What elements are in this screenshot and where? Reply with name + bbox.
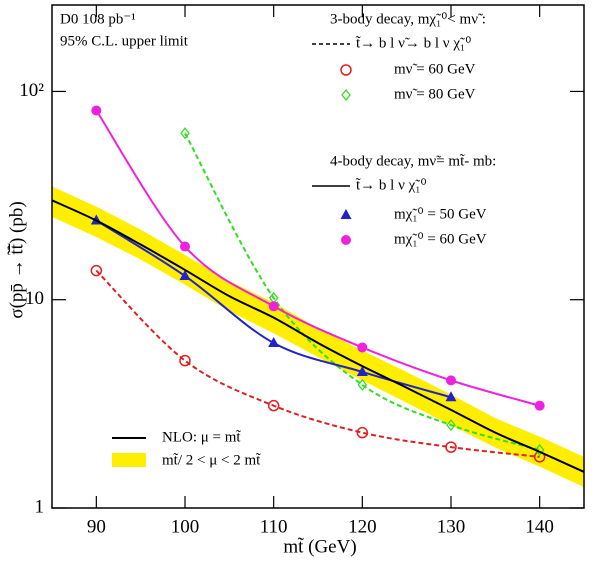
marker — [445, 391, 457, 402]
series-line — [51, 199, 585, 473]
x-tick-label: 100 — [171, 516, 200, 537]
marker — [179, 354, 191, 367]
marker — [446, 419, 456, 432]
legend-label: mχ̃₁⁰ = 50 GeV — [394, 206, 487, 222]
legend-label: NLO: μ = mt̃ — [162, 429, 241, 445]
uncertainty-band — [52, 186, 584, 488]
marker — [356, 365, 368, 376]
marker — [91, 105, 102, 116]
x-tick-label: 110 — [260, 516, 288, 537]
legend-swatch — [340, 64, 352, 76]
marker — [267, 399, 280, 412]
x-tick-label: 120 — [348, 516, 377, 537]
marker — [357, 342, 368, 353]
legend-label: mχ̃₁⁰ = 60 GeV — [394, 231, 487, 247]
marker — [356, 426, 369, 439]
annotation: t̃→ b l ν χ̃₁⁰ — [356, 177, 427, 193]
marker — [445, 441, 457, 453]
legend-label: mt̃/ 2 < μ < 2 mt̃ — [162, 452, 261, 468]
marker — [90, 264, 103, 277]
y-tick-label: 10 — [25, 288, 44, 309]
annotation: 4-body decay, mν̃= mt̃- mb: — [330, 153, 496, 169]
annotation: 95% C.L. upper limit — [60, 33, 189, 49]
series-line — [95, 269, 540, 458]
marker — [180, 241, 190, 252]
marker — [180, 127, 190, 140]
annotation: t̃→ b l ν̃→ b l ν χ̃₁⁰ — [356, 35, 472, 51]
marker — [268, 301, 279, 312]
x-tick-label: 130 — [437, 516, 466, 537]
marker — [534, 400, 545, 411]
legend-swatch — [340, 209, 352, 219]
y-tick-label: 1 — [35, 496, 45, 517]
y-axis-label: σ(pp̄ → t̃t̃̄) (pb) — [6, 201, 27, 318]
annotation: 3-body decay, mχ̃₁⁰< mν̃ : — [330, 11, 486, 27]
marker — [534, 443, 545, 456]
plot-frame — [51, 4, 585, 509]
marker — [179, 269, 191, 280]
x-axis-label: mt̃ (GeV) — [283, 536, 356, 557]
y-tick-label: 10² — [19, 80, 44, 101]
legend-swatch — [341, 235, 351, 245]
x-tick-label: 90 — [87, 516, 106, 537]
legend-swatch — [341, 88, 351, 102]
legend-swatch — [112, 453, 146, 467]
marker — [268, 336, 280, 347]
marker — [446, 375, 456, 386]
legend-label: mν̃ = 80 GeV — [394, 86, 476, 102]
x-tick-label: 140 — [525, 516, 554, 537]
legend-label: mν̃ = 60 GeV — [394, 61, 476, 77]
annotation: D0 108 pb⁻¹ — [60, 11, 136, 27]
marker — [357, 378, 368, 391]
